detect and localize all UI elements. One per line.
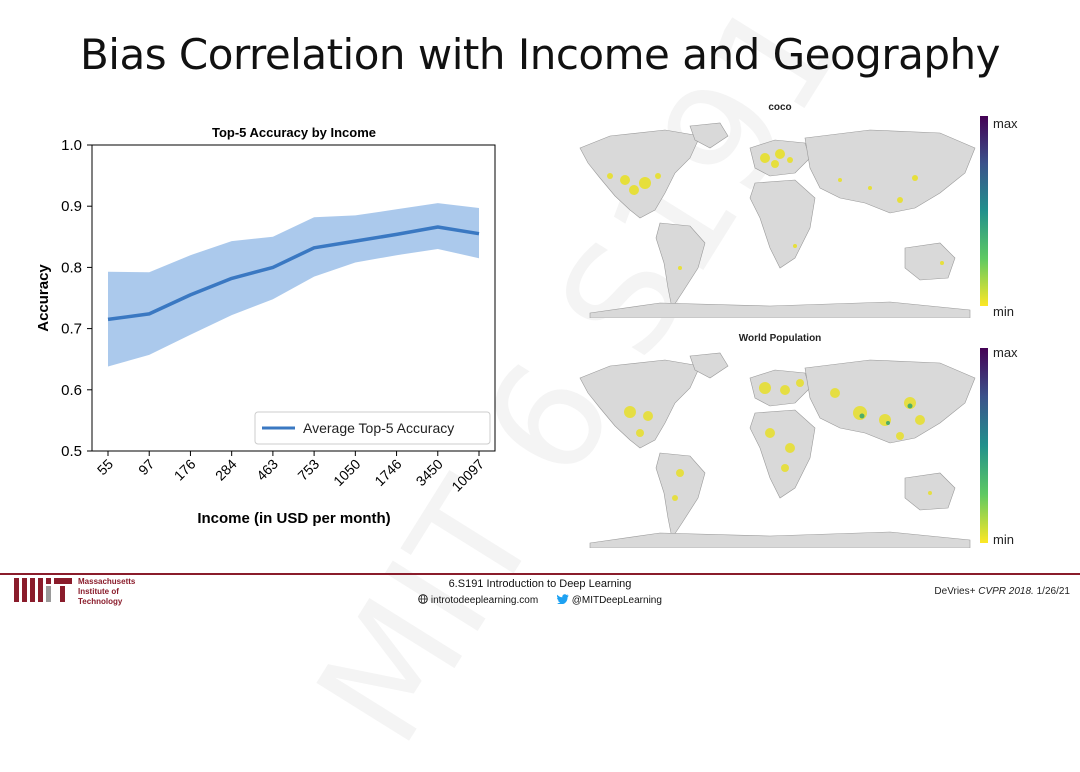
x-tick-label: 463 [253,456,281,484]
confidence-band [108,203,479,367]
x-tick-label: 55 [94,456,116,478]
x-tick-label: 97 [135,456,157,478]
citation: DeVries+ CVPR 2018. 1/26/21 [934,586,1070,597]
twitter-bird-icon [556,594,569,605]
antarctica-shape [589,301,971,318]
y-tick-label: 0.9 [61,198,82,215]
colorbar-max-label: max [993,116,1018,131]
institution-name: Massachusetts Institute of Technology [78,577,136,606]
twitter-link[interactable]: @MITDeepLearning [556,594,662,606]
x-tick-label: 1746 [371,456,404,489]
colorbar [980,348,988,543]
x-tick-label: 3450 [413,456,446,489]
africa-shape [749,179,816,269]
x-tick-label: 284 [212,456,240,484]
north-america-shape [579,129,701,219]
plot-frame [91,144,496,452]
legend-label: Average Top-5 Accuracy [303,420,454,436]
globe-icon [418,594,428,604]
series-line [107,225,480,322]
chart-title: Top-5 Accuracy by Income [212,125,376,140]
africa-shape [749,409,816,499]
colorbar-min-label: min [993,304,1014,319]
map-title: coco [768,102,792,113]
colorbar [980,116,988,306]
y-tick-label: 0.7 [61,321,82,338]
y-tick-label: 1.0 [61,137,82,154]
accuracy-chart: Top-5 Accuracy by Income 1.0 0.9 0.8 0.7 0.6… [35,125,496,527]
x-tick-label: 1050 [330,456,363,489]
slide-title: Bias Correlation with Income and Geograp… [79,30,1001,79]
x-tick-label: 753 [294,456,322,484]
south-america-shape [655,452,706,539]
footer-divider [0,573,1080,575]
website-link[interactable]: introtodeeplearning.com [418,594,541,606]
x-tick-label: 10097 [448,456,487,495]
mit-logo [14,578,72,602]
antarctica-shape [589,531,971,548]
north-america-shape [579,359,701,449]
colorbar-min-label: min [993,532,1014,547]
colorbar-max-label: max [993,345,1018,360]
y-axis-label: Accuracy [35,264,52,332]
australia-shape [904,242,956,281]
greenland-shape [689,122,729,149]
europe-shape [749,369,811,407]
coco-map-panel: coco max min [560,100,1080,320]
asia-shape [804,359,976,444]
y-tick-label: 0.8 [61,259,82,276]
x-tick-label: 176 [171,456,199,484]
population-map-panel: World Population max min [560,330,1080,555]
y-tick-label: 0.6 [61,382,82,399]
x-axis-label: Income (in USD per month) [197,510,390,527]
south-america-shape [655,222,706,309]
world-map [579,352,976,548]
footer-links: introtodeeplearning.com @MITDeepLearning [0,594,1080,606]
greenland-shape [689,352,729,379]
y-tick-label: 0.5 [61,443,82,460]
asia-shape [804,129,976,214]
course-name: 6.S191 Introduction to Deep Learning [448,578,632,590]
legend: Average Top-5 Accuracy [254,411,491,445]
world-map [579,122,976,318]
map-title: World Population [738,333,822,344]
